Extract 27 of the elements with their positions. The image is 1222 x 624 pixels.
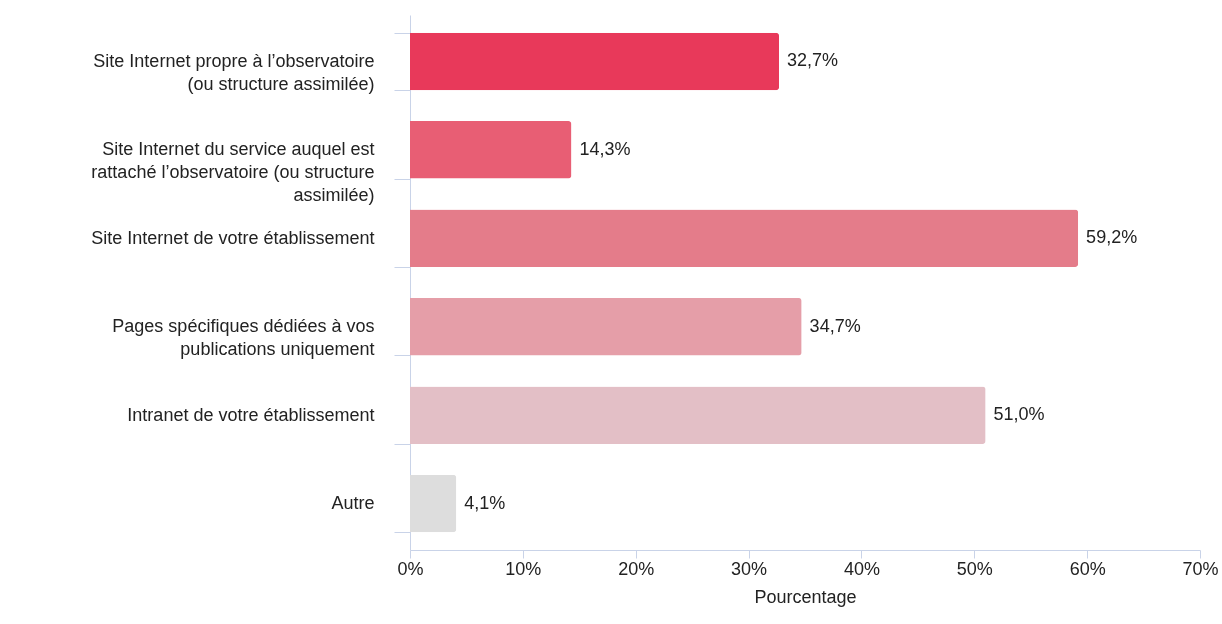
bar (410, 474, 457, 533)
bar (410, 297, 802, 356)
data-label: 32,7% (787, 50, 839, 71)
y-tick-label: Site Internet de votre établissement (91, 227, 375, 248)
x-axis-title: Pourcentage (754, 586, 857, 607)
x-tick-label: 50% (956, 558, 993, 579)
data-label: 51,0% (993, 404, 1045, 425)
x-tick-label: 0% (397, 558, 424, 579)
y-tick-label: Intranet de votre établissement (127, 404, 375, 425)
bar (410, 32, 780, 91)
bar (410, 209, 1079, 268)
data-label: 14,3% (579, 138, 631, 159)
y-tick-label: Pages spécifiques dédiées à vos publications uniquement (112, 316, 375, 360)
x-tick-label: 60% (1069, 558, 1106, 579)
bar (410, 121, 572, 179)
x-tick-label: 10% (505, 558, 542, 579)
y-tick-label: Site Internet propre à l’observatoire (ou structure assimilée) (93, 50, 375, 94)
data-label: 4,1% (464, 492, 506, 513)
bar (410, 386, 986, 444)
y-tick-label: Autre (331, 493, 375, 514)
y-tick-label: Site Internet du service auquel est rattaché l’observatoire (ou structure assimilée) (91, 139, 375, 206)
x-tick-label: 30% (731, 558, 768, 579)
x-tick-label: 20% (618, 558, 655, 579)
data-label: 34,7% (809, 315, 861, 336)
x-tick-label: 70% (1182, 558, 1219, 579)
data-label: 59,2% (1086, 227, 1138, 248)
x-tick-label: 40% (843, 558, 880, 579)
